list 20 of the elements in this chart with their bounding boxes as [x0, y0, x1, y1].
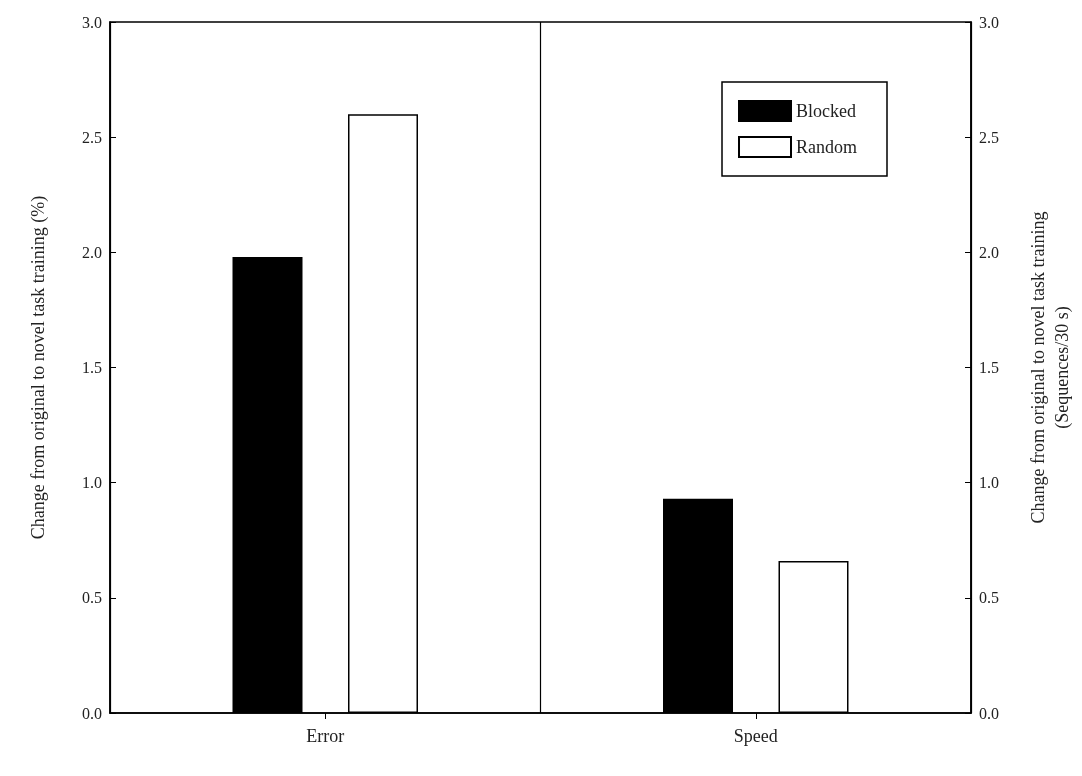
y2-tick-label: 2.0 [979, 243, 999, 261]
y2-tick-label: 0.5 [979, 589, 999, 607]
y-tick-label: 1.5 [82, 359, 102, 376]
y2-tick-label: 3.0 [979, 13, 999, 31]
y-axis-title: Change from original to novel task training (%) [28, 195, 49, 540]
y2-tick-label: 1.0 [979, 474, 999, 492]
y-tick-label: 2.0 [82, 243, 102, 261]
y2-tick-label: 0.0 [979, 704, 999, 722]
y-tick-label: 0.5 [82, 589, 102, 607]
y-tick-label: 1.0 [82, 474, 102, 492]
y2-tick-label: 1.5 [979, 359, 999, 376]
x-tick-label: Speed [733, 726, 778, 746]
y-tick-label: 2.5 [82, 128, 102, 146]
y2-tick-label: 2.5 [979, 128, 999, 146]
y-tick-label: 0.0 [82, 704, 102, 722]
legend-label: Blocked [796, 101, 856, 121]
y-tick-label: 3.0 [82, 13, 102, 31]
x-tick-label: Error [306, 726, 345, 746]
y2-axis-title: Change from original to novel task training (Sequences/30 s) [1028, 211, 1073, 524]
legend-label: Random [796, 137, 857, 157]
